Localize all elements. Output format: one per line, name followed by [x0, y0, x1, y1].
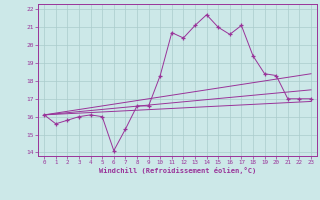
- X-axis label: Windchill (Refroidissement éolien,°C): Windchill (Refroidissement éolien,°C): [99, 167, 256, 174]
